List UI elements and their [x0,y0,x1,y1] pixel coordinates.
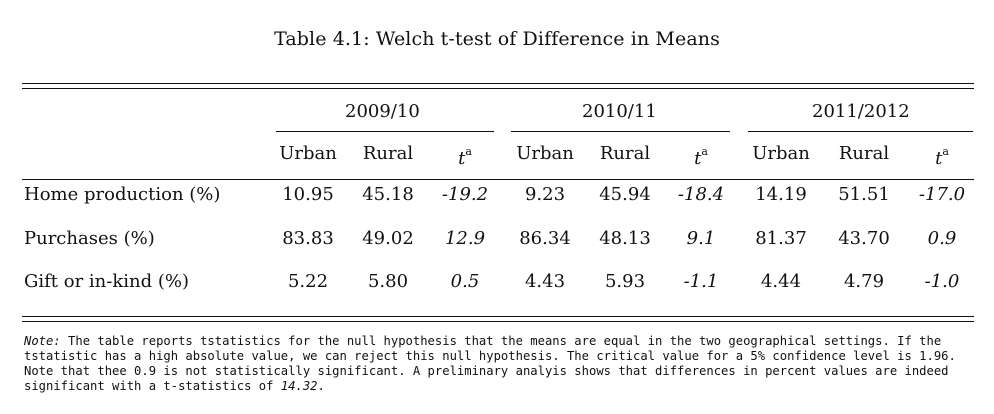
table-cell-t: 0.9 [927,228,957,249]
row-label-home-production: Home production (%) [24,184,221,205]
table-cell: 43.70 [838,228,890,249]
note-body: The table reports tstatistics for the nu… [24,334,956,393]
table-cell: 48.13 [599,228,651,249]
table-cell: 81.37 [755,228,807,249]
table-cell: 4.44 [760,271,802,292]
t-symbol: t [694,148,702,169]
t-superscript: a [701,145,708,158]
group-underline-2010 [511,131,730,132]
note-prefix: Note: [24,334,61,348]
table-cell: 4.79 [843,271,885,292]
table-caption: Table 4.1: Welch t-test of Difference in… [274,28,720,50]
table-cell: 9.23 [524,184,566,205]
table-cell: 86.34 [519,228,571,249]
note-suffix: . [317,379,325,393]
subheader-urban: Urban [279,143,337,164]
table-cell: 5.22 [287,271,329,292]
table-cell-t: -1.0 [924,271,960,292]
note-value: 14.32 [280,379,318,393]
group-header-2011: 2011/2012 [812,101,910,122]
group-header-2010: 2010/11 [582,101,657,122]
t-symbol: t [458,148,466,169]
table-cell: 49.02 [362,228,414,249]
subheader-t: ta [661,143,741,170]
table-cell-t: -1.1 [683,271,719,292]
t-symbol: t [935,148,943,169]
t-superscript: a [465,145,472,158]
table-cell: 14.19 [755,184,807,205]
table-cell-t: 12.9 [444,228,486,249]
table-cell-t: 0.5 [450,271,480,292]
subheader-t: ta [425,143,505,170]
table-cell: 5.80 [367,271,409,292]
table-cell: 5.93 [604,271,646,292]
header-rule [22,179,974,180]
top-rule-2 [22,88,974,89]
group-header-2009: 2009/10 [345,101,420,122]
bottom-rule-2 [22,321,974,322]
row-label-purchases: Purchases (%) [24,228,155,249]
table-cell-t: -19.2 [441,184,489,205]
table-note: Note: The table reports tstatistics for … [24,334,974,394]
table-cell-t: 9.1 [686,228,716,249]
table-cell: 51.51 [838,184,890,205]
group-underline-2009 [276,131,494,132]
table-cell: 4.43 [524,271,566,292]
table-cell: 45.94 [599,184,651,205]
table-cell: 10.95 [282,184,334,205]
subheader-rural: Rural [362,143,414,164]
t-superscript: a [942,145,949,158]
subheader-rural: Rural [599,143,651,164]
subheader-rural: Rural [838,143,890,164]
row-label-gift: Gift or in-kind (%) [24,271,189,292]
top-rule [22,83,974,84]
subheader-urban: Urban [752,143,810,164]
table-cell-t: -17.0 [918,184,966,205]
table-cell: 45.18 [362,184,414,205]
subheader-t: ta [902,143,982,170]
bottom-rule [22,316,974,317]
table-cell: 83.83 [282,228,334,249]
subheader-urban: Urban [516,143,574,164]
table-cell-t: -18.4 [677,184,725,205]
group-underline-2011 [748,131,973,132]
